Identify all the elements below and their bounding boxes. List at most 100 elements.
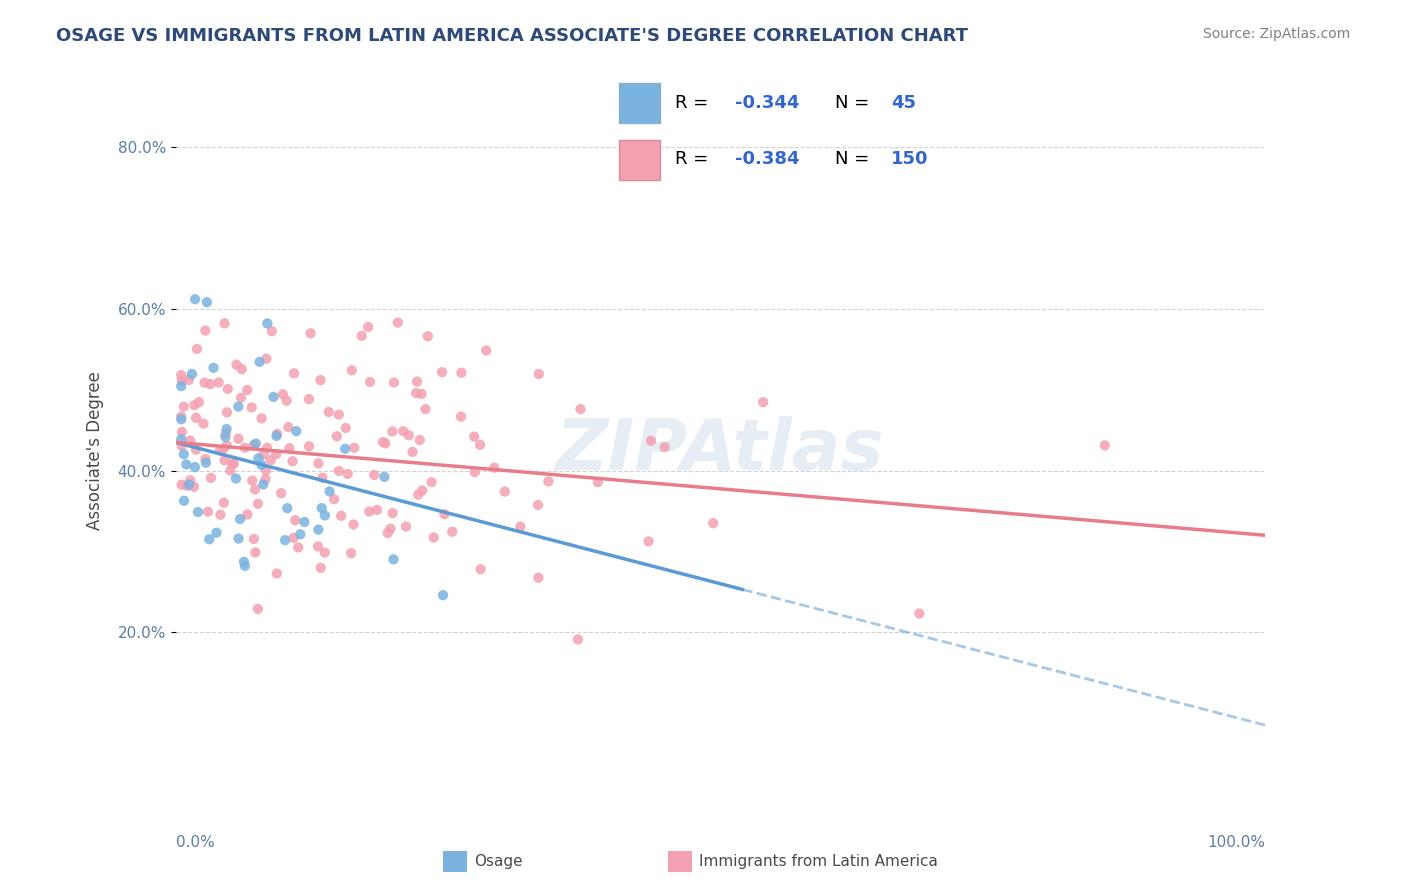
- Point: [184, 410, 207, 425]
- Point: [198, 533, 221, 547]
- Text: Source: ZipAtlas.com: Source: ZipAtlas.com: [1202, 27, 1350, 41]
- Point: [266, 426, 288, 441]
- Point: [194, 456, 217, 470]
- Point: [387, 316, 409, 330]
- Point: [176, 478, 198, 492]
- Point: [323, 492, 346, 507]
- Text: N =: N =: [835, 94, 875, 112]
- Point: [392, 424, 415, 438]
- Point: [250, 411, 273, 425]
- Point: [430, 365, 453, 379]
- Point: [254, 472, 277, 486]
- Point: [219, 464, 242, 478]
- Point: [179, 477, 201, 491]
- Point: [335, 442, 357, 456]
- Point: [177, 373, 200, 387]
- Point: [271, 387, 294, 401]
- Point: [256, 317, 278, 331]
- Point: [374, 436, 396, 450]
- Point: [340, 363, 363, 377]
- Point: [401, 445, 423, 459]
- Point: [240, 401, 263, 415]
- Point: [266, 447, 288, 461]
- Point: [330, 508, 353, 523]
- Point: [193, 417, 215, 431]
- Point: [415, 402, 437, 417]
- Point: [527, 571, 550, 585]
- Point: [702, 516, 724, 531]
- Point: [309, 561, 332, 575]
- Point: [253, 447, 276, 461]
- Point: [170, 425, 193, 439]
- Point: [527, 498, 550, 512]
- Point: [207, 376, 229, 390]
- Point: [366, 503, 388, 517]
- Point: [380, 522, 402, 536]
- Point: [179, 473, 201, 487]
- Point: [170, 477, 193, 491]
- Point: [283, 367, 305, 381]
- Point: [484, 460, 506, 475]
- Point: [299, 326, 322, 341]
- Point: [214, 453, 236, 467]
- Point: [654, 440, 676, 454]
- Point: [307, 540, 329, 554]
- Point: [283, 531, 305, 545]
- Point: [250, 458, 273, 472]
- Point: [200, 471, 222, 485]
- Point: [277, 420, 299, 434]
- Text: ZIPAtlas: ZIPAtlas: [557, 416, 884, 485]
- Point: [266, 429, 288, 443]
- Point: [281, 454, 304, 468]
- Point: [411, 483, 433, 498]
- Point: [359, 504, 381, 518]
- Point: [256, 441, 278, 455]
- Point: [202, 360, 225, 375]
- Point: [194, 324, 217, 338]
- Point: [381, 425, 404, 439]
- Point: [260, 453, 283, 467]
- Point: [243, 483, 266, 497]
- Point: [170, 433, 193, 447]
- Point: [173, 493, 195, 508]
- Point: [184, 460, 207, 475]
- Point: [198, 377, 221, 392]
- Point: [245, 545, 267, 559]
- Text: R =: R =: [675, 94, 714, 112]
- Point: [307, 457, 329, 471]
- Point: [193, 376, 215, 390]
- Point: [420, 475, 443, 490]
- Point: [464, 465, 486, 479]
- Point: [229, 512, 252, 526]
- Point: [231, 362, 253, 376]
- Point: [285, 424, 308, 438]
- Point: [318, 405, 340, 419]
- Point: [292, 515, 315, 529]
- Point: [188, 395, 211, 409]
- Point: [342, 517, 364, 532]
- Point: [311, 501, 333, 516]
- Point: [567, 632, 589, 647]
- Text: 150: 150: [891, 150, 928, 169]
- Point: [229, 391, 252, 405]
- Point: [260, 324, 283, 338]
- Point: [422, 531, 444, 545]
- Point: [236, 383, 259, 397]
- Point: [187, 505, 209, 519]
- Point: [463, 429, 485, 443]
- Point: [221, 457, 243, 471]
- Point: [276, 393, 298, 408]
- Text: R =: R =: [675, 150, 714, 169]
- Point: [179, 434, 201, 448]
- Point: [170, 412, 193, 426]
- Point: [228, 532, 250, 546]
- Point: [173, 447, 195, 461]
- Point: [381, 506, 404, 520]
- Point: [215, 405, 238, 419]
- Point: [274, 533, 297, 548]
- Point: [176, 458, 198, 472]
- Point: [382, 376, 405, 390]
- Point: [180, 367, 202, 381]
- Point: [222, 457, 245, 471]
- Point: [468, 438, 491, 452]
